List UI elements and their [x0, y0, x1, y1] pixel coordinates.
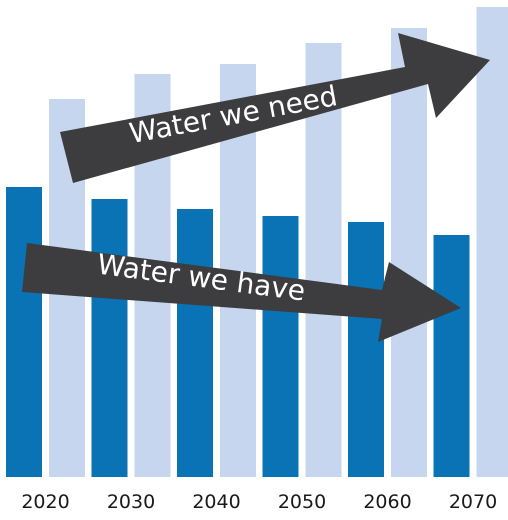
bar-series-2-2060 [391, 28, 427, 477]
x-tick-label-2060: 2060 [363, 491, 411, 513]
x-tick-label-2030: 2030 [107, 491, 155, 513]
x-axis-tick-labels: 2020 2030 2040 2050 2060 2070 [21, 491, 497, 513]
bar-series-1-2020 [6, 187, 42, 477]
bar-series-1-2060 [348, 222, 384, 477]
bar-series-1-2050 [262, 216, 299, 477]
bar-series-2-2070 [476, 7, 508, 477]
x-tick-label-2040: 2040 [192, 491, 240, 513]
water-we-have-arrow-shape [22, 243, 461, 342]
x-tick-label-2050: 2050 [278, 491, 326, 513]
water-we-have-arrow: Water we have [22, 243, 461, 342]
bar-series-1-2070 [433, 235, 470, 477]
water-we-need-arrow-shape [60, 33, 490, 183]
bar-series-1-2040 [177, 209, 213, 477]
x-tick-label-2020: 2020 [21, 491, 69, 513]
x-tick-label-2070: 2070 [449, 491, 497, 513]
bar-series-1-2030 [91, 199, 128, 477]
